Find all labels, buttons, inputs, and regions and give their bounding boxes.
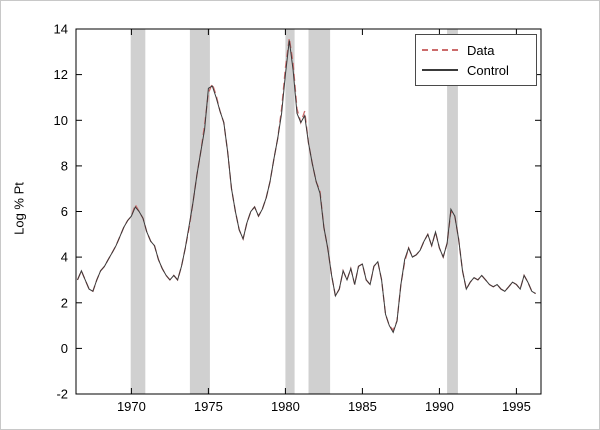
- y-tick-label: 0: [61, 341, 68, 356]
- y-tick-label: 12: [54, 67, 68, 82]
- legend: Data Control: [415, 34, 537, 86]
- recession-band: [308, 29, 331, 394]
- x-tick-label: 1985: [348, 399, 377, 414]
- series-line-control: [77, 40, 536, 334]
- x-tick-label: 1970: [117, 399, 146, 414]
- ticks: 1970 1975 1980 1985 1990 1995 -2 0 2 4 6 8 10 12 14: [54, 22, 541, 414]
- x-tick-label: 1995: [502, 399, 531, 414]
- y-tick-label: 4: [61, 250, 68, 265]
- x-tick-label: 1990: [425, 399, 454, 414]
- legend-label: Data: [467, 42, 495, 58]
- y-axis-label: Log % Pt: [11, 182, 27, 235]
- legend-line-sample-data: [422, 49, 458, 51]
- recession-band: [130, 29, 146, 394]
- y-tick-label: 14: [54, 22, 68, 37]
- y-tick-label: 8: [61, 158, 68, 173]
- legend-label: Control: [467, 62, 509, 78]
- y-tick-label: 2: [61, 295, 68, 310]
- recession-band: [189, 29, 210, 394]
- y-tick-label: 10: [54, 113, 68, 128]
- legend-line-sample-control: [422, 69, 458, 71]
- y-tick-label: 6: [61, 204, 68, 219]
- legend-entry-control: Control: [422, 60, 530, 80]
- y-tick-label: -2: [56, 387, 68, 402]
- x-tick-label: 1975: [194, 399, 223, 414]
- legend-entry-data: Data: [422, 40, 530, 60]
- x-tick-label: 1980: [271, 399, 300, 414]
- series-group: [76, 38, 536, 334]
- recession-band: [285, 29, 295, 394]
